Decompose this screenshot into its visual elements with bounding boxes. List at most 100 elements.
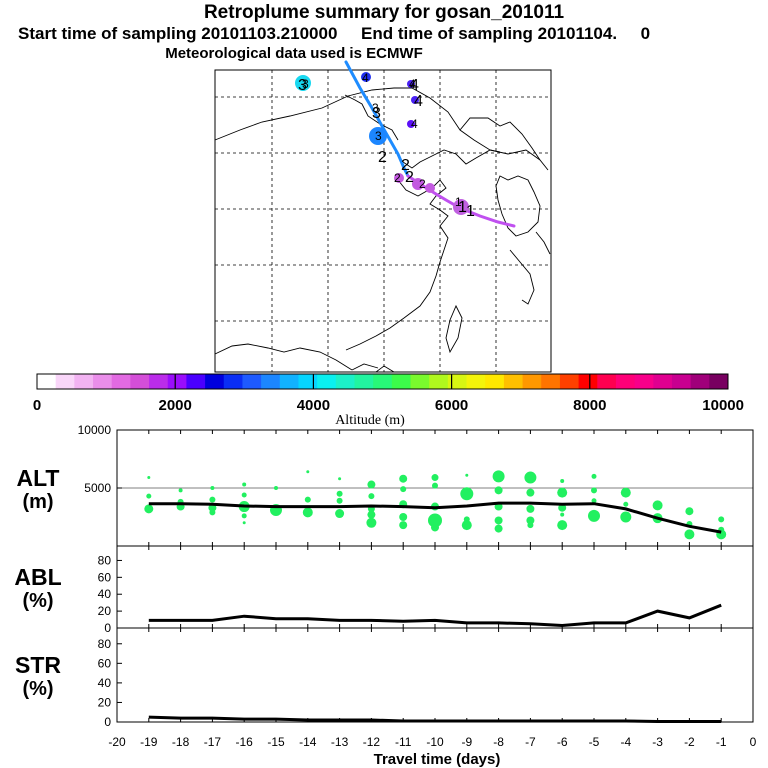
altitude-point [338,477,342,481]
colorbar-swatch [167,374,187,389]
altitude-point [336,497,343,504]
altitude-point [335,509,345,519]
altitude-point [557,487,568,498]
cluster-label: 1 [455,195,462,209]
colorbar-swatch [410,374,430,389]
colorbar-label: Altitude (m) [335,413,405,428]
colorbar-swatch [653,374,673,389]
trajectory-label: 1 [466,203,475,220]
altitude-point [178,488,183,493]
y-tick-label: 5000 [84,481,111,495]
sampling-period: Start time of sampling 20101103.210000 E… [18,24,651,43]
x-tick-label: -4 [620,735,631,749]
colorbar-swatch [111,374,131,389]
colorbar-swatch [690,374,710,389]
x-tick-label: -11 [395,735,412,749]
colorbar-swatch [429,374,449,389]
cluster-label: 4 [362,71,369,85]
x-tick-label: -10 [426,735,444,749]
x-tick-label: -5 [589,735,600,749]
met-data-note: Meteorological data used is ECMWF [165,45,423,62]
x-tick-label: -20 [108,735,126,749]
colorbar-swatch [186,374,206,389]
altitude-point [241,513,247,519]
chart-title: Retroplume summary for gosan_201011 [203,2,565,23]
altitude-point [242,521,246,525]
cluster-label: 2 [419,177,426,191]
altitude-point [209,496,216,503]
trajectory-label: 4 [410,77,419,94]
panel-str: 0 20 40 60 80 STR(%) [15,627,754,729]
altitude-point [144,504,154,514]
cluster-2-a [394,173,404,183]
cluster-label: 2 [394,171,401,185]
altitude-point [461,520,472,531]
altitude-point [685,507,694,516]
altitude-point [304,496,311,503]
cluster-4-c [411,96,419,104]
trajectory-label: 1 [458,199,467,216]
cluster-2-b [412,178,424,190]
x-tick-label: -16 [236,735,254,749]
colorbar-swatch [354,374,374,389]
colorbar-swatch [447,374,467,389]
colorbar-swatch [223,374,243,389]
cluster-3-main [369,127,387,145]
colorbar-swatch [93,374,113,389]
colorbar-swatch [391,374,411,389]
trajectory-label: 4 [414,93,423,110]
y-tick-label: 40 [98,587,112,601]
y-tick-label: 80 [98,553,112,567]
altitude-point [460,487,474,501]
altitude-point [526,504,535,513]
abl-line [148,603,722,628]
trajectory-label: 2 [401,157,410,174]
altitude-point [431,523,439,532]
altitude-point [274,486,278,490]
colorbar-tick: 10000 [702,397,744,414]
x-tick-labels: -20 -19 -18 -17 -16 -15 -14 -13 -12 -11 -10 -9 -8 -7-… [108,735,756,749]
cluster-label: 4 [411,117,418,131]
panel-abl: 0 20 40 60 80 ABL(%) [14,545,754,635]
trajectory-label: 3 [372,105,381,122]
colorbar-tick: 2000 [159,397,192,414]
altitude-point [147,476,151,480]
altitude-point [242,482,247,487]
panel-yunit: (%) [22,590,53,612]
mean-altitude-line [148,501,722,534]
trajectory-label: 2 [405,169,414,186]
x-tick-label: -14 [299,735,317,749]
time-series-panels: 500010000ALT(m)020406080ABL(%)020406080S… [14,423,754,729]
colorbar-swatch [466,374,486,389]
cluster-label: 3 [372,101,379,115]
panel-frame [116,545,754,629]
y-tick-label: 20 [98,695,112,709]
colorbar-tick-labels: 0 2000 4000 6000 8000 10000 [33,397,744,414]
x-tick-label: -8 [493,735,504,749]
x-tick-label: -6 [557,735,568,749]
y-tick-label: 80 [98,637,112,651]
colorbar-tick: 0 [33,397,41,414]
x-tick-label: -15 [267,735,285,749]
y-tick-label: 20 [98,604,112,618]
x-tick-label: -3 [652,735,663,749]
panel-alt: 5000 10000 ALT(m) [16,423,754,547]
cluster-label: 3 [375,129,382,143]
altitude-point [210,486,215,490]
coastlines [214,87,551,373]
altitude-point [718,516,725,523]
altitude-point [526,516,535,525]
altitude-point [527,522,534,529]
colorbar-swatch [130,374,150,389]
altitude-point [465,473,469,477]
colorbar-swatch [74,374,94,389]
altitude-point [399,474,408,483]
colorbar-swatch [335,374,355,389]
colorbar-swatch [298,374,318,389]
colorbar-tick: 4000 [297,397,330,414]
colorbar-swatch [615,374,636,389]
cluster-1 [453,199,469,215]
altitude-point [684,529,695,540]
